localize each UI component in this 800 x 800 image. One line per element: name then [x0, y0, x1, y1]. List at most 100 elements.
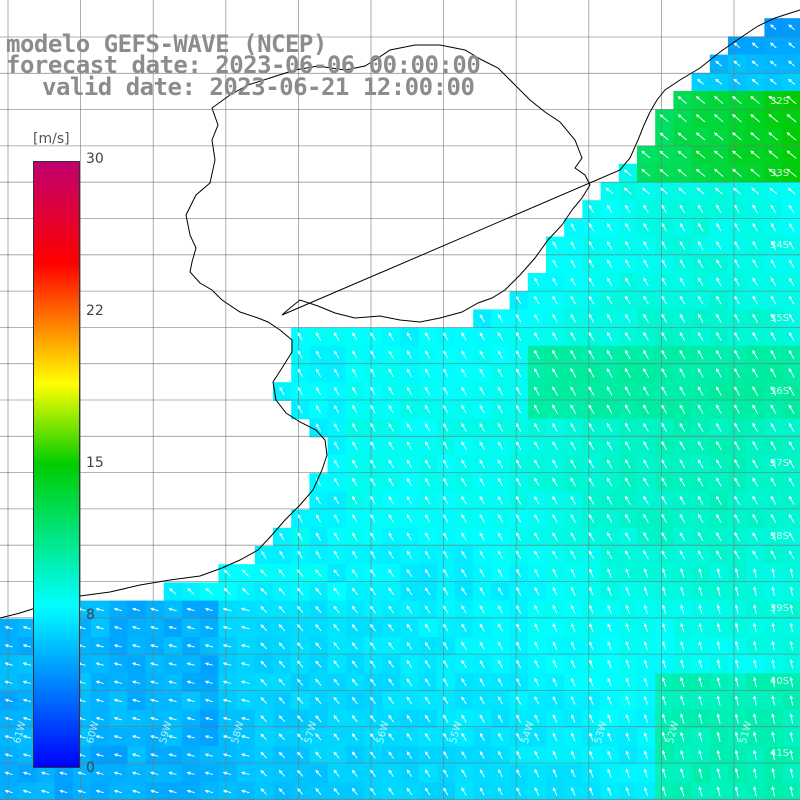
- wind-arrow: [697, 204, 704, 214]
- wind-arrow: [788, 204, 795, 214]
- wind-arrow: [186, 680, 195, 684]
- wind-arrow: [552, 422, 558, 432]
- wind-arrow: [240, 607, 250, 612]
- wind-arrow: [315, 350, 321, 359]
- wind-arrow: [424, 459, 431, 469]
- wind-arrow: [661, 677, 667, 688]
- wind-arrow: [388, 332, 394, 341]
- wind-arrow: [333, 787, 340, 795]
- wind-arrow: [570, 259, 576, 268]
- wind-arrow: [388, 459, 394, 469]
- wind-arrow: [624, 349, 631, 360]
- wind-arrow: [516, 641, 522, 651]
- wind-arrow: [278, 769, 286, 777]
- wind-arrow: [679, 240, 686, 250]
- wind-arrow: [716, 532, 722, 542]
- wind-arrow: [297, 350, 303, 359]
- wind-arrow: [588, 204, 595, 214]
- wind-arrow: [315, 495, 321, 505]
- wind-arrow: [753, 749, 757, 760]
- wind-arrow: [443, 550, 449, 560]
- wind-arrow: [534, 750, 540, 760]
- wind-cell: [200, 782, 219, 800]
- wind-arrow: [443, 678, 449, 687]
- wind-arrow: [734, 676, 739, 688]
- wind-arrow: [661, 786, 667, 797]
- wind-arrow: [278, 788, 286, 795]
- wind-arrow: [570, 532, 576, 542]
- wind-arrow: [168, 644, 177, 648]
- wind-arrow: [168, 698, 177, 703]
- wind-arrow: [388, 787, 394, 796]
- wind-arrow: [788, 459, 795, 469]
- wind-arrow: [570, 331, 576, 341]
- wind-arrow: [240, 644, 250, 648]
- wind-arrow: [552, 459, 558, 469]
- wind-arrow: [552, 495, 558, 505]
- wind-arrow: [260, 624, 268, 632]
- wind-arrow: [479, 623, 485, 632]
- wind-arrow: [186, 698, 195, 703]
- wind-arrow: [588, 277, 595, 287]
- wind-arrow: [352, 550, 358, 560]
- wind-arrow: [770, 532, 777, 542]
- wind-arrow: [625, 295, 631, 305]
- wind-arrow: [769, 42, 777, 49]
- wind-arrow: [515, 495, 522, 505]
- wind-arrow: [131, 753, 141, 757]
- wind-arrow: [753, 586, 757, 596]
- coastline: [0, 9, 800, 619]
- wind-arrow: [734, 204, 740, 214]
- wind-arrow: [150, 662, 159, 666]
- wind-arrow: [732, 114, 742, 123]
- wind-arrow: [770, 367, 777, 378]
- wind-arrow: [625, 459, 631, 469]
- wind-arrow: [388, 477, 394, 487]
- wind-arrow: [716, 477, 722, 487]
- wind-arrow: [406, 787, 413, 796]
- wind-arrow: [479, 441, 485, 450]
- wind-arrow: [77, 771, 86, 775]
- wind-arrow: [297, 332, 303, 341]
- wind-arrow: [661, 695, 667, 706]
- wind-arrow: [788, 550, 795, 560]
- wind-arrow: [625, 713, 630, 724]
- wind-arrow: [187, 588, 195, 595]
- wind-cell: [509, 782, 529, 800]
- wind-arrow: [388, 732, 394, 741]
- wind-arrow: [95, 771, 104, 775]
- wind-arrow: [643, 622, 649, 633]
- wind-arrow: [751, 60, 759, 67]
- wind-arrow: [333, 769, 340, 777]
- wind-arrow: [625, 277, 631, 287]
- wind-arrow: [661, 713, 667, 724]
- wind-arrow: [770, 295, 777, 305]
- wind-arrow: [643, 532, 649, 542]
- wind-arrow: [661, 532, 667, 542]
- wind-arrow: [406, 423, 413, 432]
- wind-arrow: [424, 769, 431, 778]
- wind-arrow: [131, 644, 141, 648]
- wind-arrow: [716, 422, 722, 432]
- wind-arrow: [716, 604, 721, 615]
- wind-arrow: [388, 441, 394, 450]
- wind-arrow: [497, 514, 504, 523]
- wind-arrow: [770, 240, 777, 250]
- wind-arrow: [260, 587, 268, 595]
- wind-arrow: [461, 441, 467, 450]
- wind-arrow: [789, 676, 794, 688]
- wind-arrow: [734, 550, 740, 560]
- wind-arrow: [498, 768, 503, 778]
- wind-arrow: [680, 586, 685, 596]
- wind-arrow: [296, 605, 304, 614]
- wind-arrow: [662, 622, 667, 633]
- wind-arrow: [297, 715, 304, 723]
- wind-arrow: [369, 605, 376, 614]
- wind-arrow: [679, 331, 686, 341]
- wind-arrow: [789, 785, 794, 797]
- wind-arrow: [516, 568, 522, 578]
- wind-arrow: [424, 787, 431, 796]
- wind-arrow: [131, 698, 141, 703]
- wind-arrow: [643, 422, 649, 432]
- wind-arrow: [388, 714, 395, 723]
